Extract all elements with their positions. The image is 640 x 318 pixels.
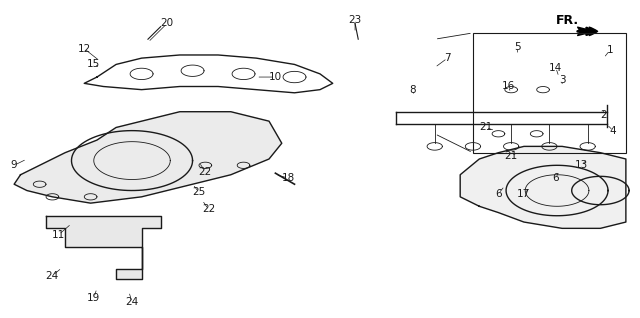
Text: 11: 11: [52, 230, 65, 240]
Text: 14: 14: [549, 63, 563, 73]
Text: 18: 18: [282, 173, 295, 183]
Polygon shape: [460, 146, 626, 228]
Polygon shape: [46, 216, 161, 279]
Text: 21: 21: [504, 151, 518, 161]
Text: 3: 3: [559, 75, 566, 85]
Text: 7: 7: [444, 53, 451, 63]
Text: 10: 10: [269, 72, 282, 82]
Text: 8: 8: [409, 85, 416, 95]
Text: 5: 5: [514, 42, 521, 52]
Text: 17: 17: [517, 189, 531, 199]
Text: 23: 23: [348, 15, 362, 25]
Text: 1: 1: [607, 45, 613, 55]
Polygon shape: [14, 112, 282, 203]
Text: 6: 6: [495, 189, 502, 199]
Text: 4: 4: [610, 126, 616, 136]
Text: 22: 22: [198, 167, 212, 176]
Text: 13: 13: [575, 160, 588, 170]
Text: FR.: FR.: [556, 14, 579, 27]
Text: 21: 21: [479, 122, 492, 133]
Text: 12: 12: [77, 44, 91, 54]
Text: 19: 19: [87, 293, 100, 303]
Text: 24: 24: [125, 297, 139, 308]
Text: 9: 9: [11, 160, 17, 170]
Text: 24: 24: [45, 271, 59, 280]
Text: 25: 25: [192, 187, 205, 197]
Text: 2: 2: [600, 110, 607, 120]
Text: 15: 15: [87, 59, 100, 69]
Text: 22: 22: [202, 204, 215, 214]
Text: 20: 20: [161, 18, 173, 28]
Text: 6: 6: [552, 173, 559, 183]
Text: 16: 16: [501, 81, 515, 92]
